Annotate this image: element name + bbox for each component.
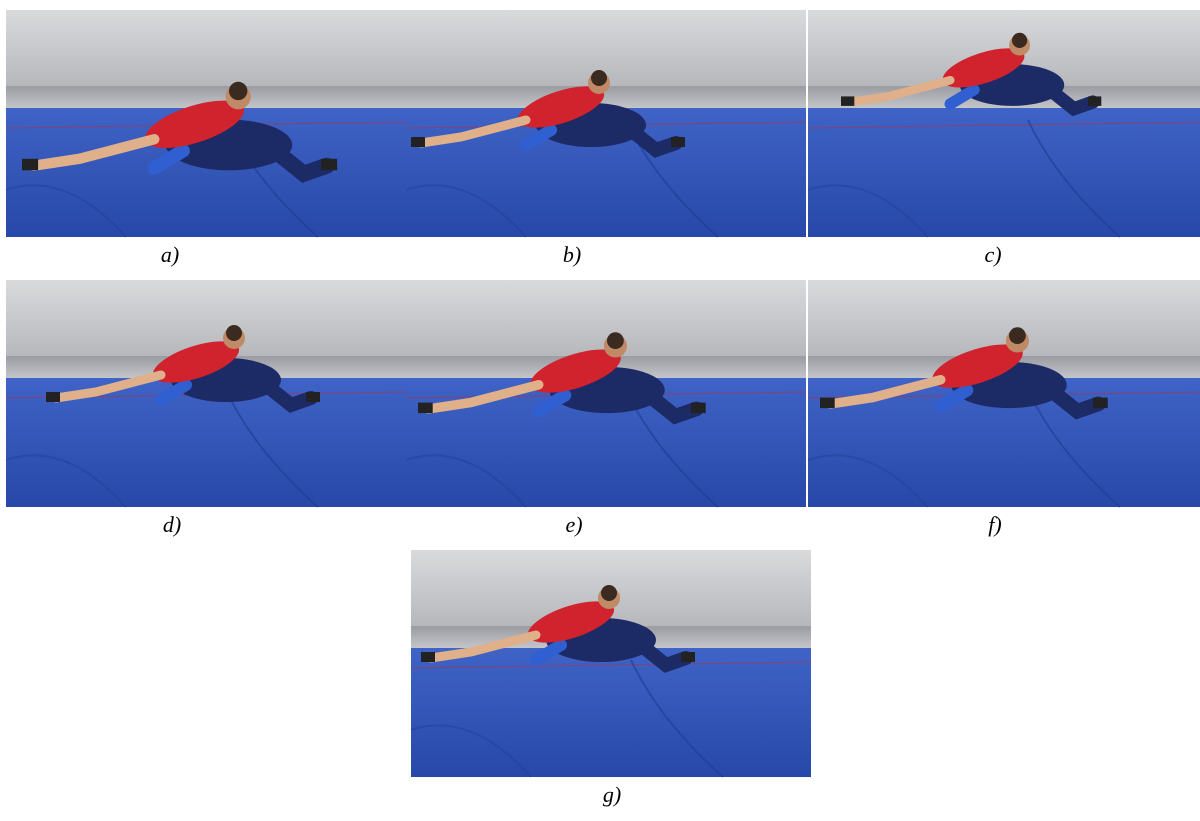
top-wrestler <box>942 48 1025 88</box>
shoe <box>691 402 706 414</box>
hair <box>591 70 607 86</box>
top-legs <box>846 75 955 107</box>
photo <box>807 10 1200 238</box>
shoe <box>46 392 60 402</box>
mat <box>808 108 1200 237</box>
wrestlers <box>421 585 695 673</box>
caption: b) <box>563 242 581 267</box>
shoe <box>671 137 685 147</box>
wrestlers <box>411 70 685 158</box>
caption: f) <box>988 512 1001 537</box>
top-legs <box>28 134 160 171</box>
mat-fold <box>225 389 319 508</box>
top-wrestler <box>530 349 621 393</box>
bottom-legs <box>1043 83 1100 117</box>
bottom-legs <box>259 378 318 413</box>
bottom-legs <box>266 142 335 183</box>
shoe <box>1093 397 1108 409</box>
bottom-arm <box>532 388 572 418</box>
bottom-arm <box>520 124 557 151</box>
shoe <box>421 652 435 662</box>
caption: c) <box>984 242 1001 267</box>
top-wrestler <box>517 86 605 128</box>
bottom-legs <box>1043 382 1106 420</box>
mat-fold <box>405 454 527 508</box>
bottom-arm <box>147 143 190 175</box>
photo <box>807 280 1200 508</box>
shoe <box>411 137 425 147</box>
mat-fold <box>410 724 532 778</box>
mat-fold <box>1027 119 1121 238</box>
hair <box>607 332 624 350</box>
shoe <box>681 652 695 662</box>
top-wrestler <box>152 341 240 383</box>
hair <box>1009 327 1026 345</box>
mat-fold <box>807 454 929 508</box>
photo <box>405 280 807 508</box>
photo <box>5 10 407 238</box>
top-legs <box>423 380 544 414</box>
mat-fold <box>5 184 127 238</box>
wrestlers <box>22 81 338 183</box>
top-wrestler <box>932 344 1023 388</box>
bottom-legs <box>641 387 704 425</box>
shoe <box>841 96 855 106</box>
photo <box>410 550 812 778</box>
wrestlers <box>418 332 706 425</box>
top-legs <box>825 375 946 409</box>
mat <box>411 648 811 777</box>
top-legs <box>416 115 531 148</box>
caption: d) <box>163 512 181 537</box>
hair <box>1012 32 1028 48</box>
caption: e) <box>565 512 582 537</box>
top-legs <box>51 370 166 403</box>
shoe <box>22 158 39 171</box>
wrestlers <box>46 325 320 413</box>
bottom-arm <box>934 383 974 413</box>
mat-line <box>410 661 812 669</box>
top-wrestler <box>144 100 245 149</box>
shoe <box>418 402 433 414</box>
mat-line <box>807 121 1200 129</box>
wrestlers <box>820 327 1108 420</box>
bottom-arm <box>944 84 980 110</box>
mat-fold <box>807 184 929 238</box>
mat-fold <box>5 454 127 508</box>
wrestlers <box>841 32 1102 117</box>
shoe <box>306 392 320 402</box>
photo <box>5 280 407 508</box>
bottom-arm <box>530 639 567 666</box>
photo <box>405 10 807 238</box>
mat-fold <box>405 184 527 238</box>
mat-fold <box>630 659 724 778</box>
wall <box>6 10 406 90</box>
hair <box>229 81 248 101</box>
caption: g) <box>603 782 621 807</box>
bottom-legs <box>624 123 683 158</box>
top-legs <box>426 630 541 663</box>
shoe <box>321 158 338 171</box>
top-wrestler <box>527 601 615 643</box>
bottom-arm <box>155 379 192 406</box>
hair <box>601 585 617 601</box>
bottom-legs <box>634 638 693 673</box>
caption: a) <box>161 242 179 267</box>
hair <box>226 325 242 341</box>
shoe <box>820 397 835 409</box>
shoe <box>1088 96 1102 106</box>
